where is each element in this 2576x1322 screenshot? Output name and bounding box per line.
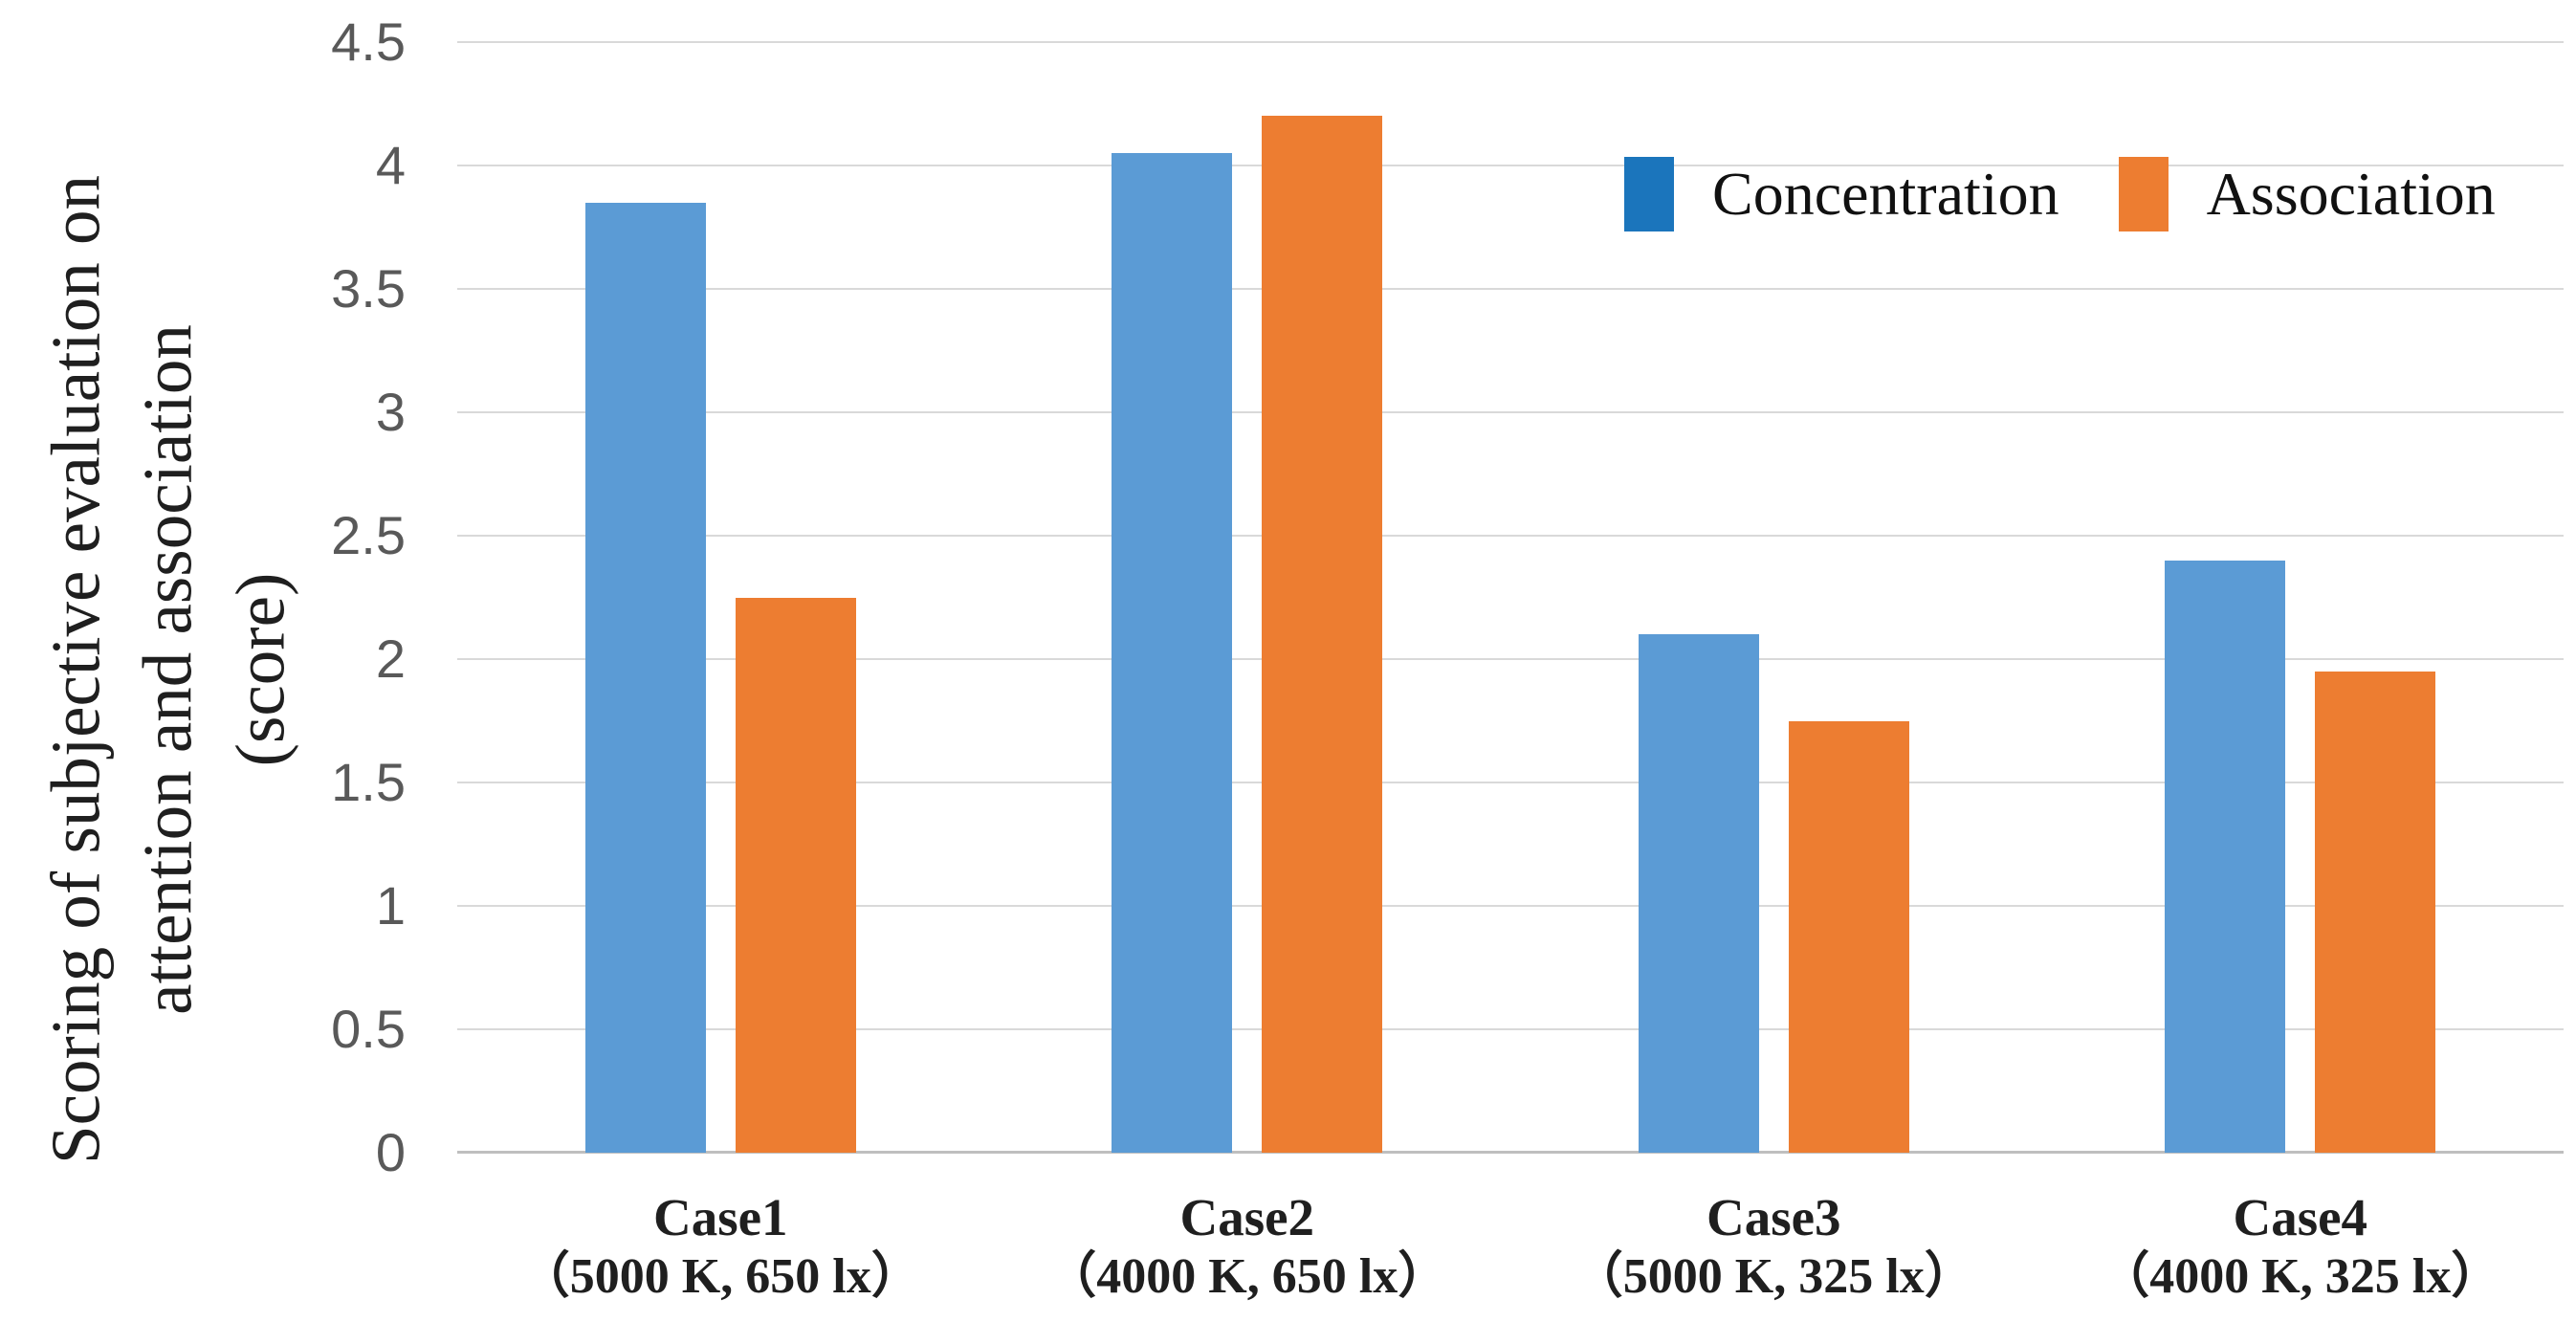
x-category-name: Case2 bbox=[1179, 1188, 1315, 1246]
y-tick-label: 2 bbox=[375, 628, 406, 689]
gridline bbox=[457, 905, 2564, 907]
y-tick-label: 1 bbox=[375, 875, 406, 936]
x-category-label: Case3 （5000 K, 325 lx） bbox=[1510, 1188, 2037, 1306]
bar-concentration-case2 bbox=[1112, 153, 1233, 1153]
x-category-label: Case4 （4000 K, 325 lx） bbox=[2037, 1188, 2565, 1306]
legend: Concentration Association bbox=[1624, 157, 2496, 231]
bar-concentration-case3 bbox=[1638, 634, 1759, 1153]
x-axis-labels: Case1 （5000 K, 650 lx） Case2 （4000 K, 650 l… bbox=[457, 1188, 2564, 1306]
y-tick-label: 0 bbox=[375, 1122, 406, 1182]
x-axis-line bbox=[457, 1151, 2564, 1154]
y-tick-label: 2.5 bbox=[331, 505, 406, 565]
x-category-condition: （4000 K, 325 lx） bbox=[2100, 1248, 2501, 1304]
y-tick-label: 3 bbox=[375, 382, 406, 442]
legend-label-association: Association bbox=[2206, 160, 2496, 228]
gridline bbox=[457, 288, 2564, 290]
y-tick-label: 4.5 bbox=[331, 11, 406, 72]
gridline bbox=[457, 782, 2564, 783]
gridline bbox=[457, 658, 2564, 660]
gridline bbox=[457, 411, 2564, 413]
bar-association-case4 bbox=[2315, 671, 2436, 1153]
x-category-name: Case3 bbox=[1706, 1188, 1841, 1246]
y-tick-label: 3.5 bbox=[331, 258, 406, 319]
y-tick-label: 4 bbox=[375, 135, 406, 195]
y-axis-tick-labels: 0 0.5 1 1.5 2 2.5 3 3.5 4 4.5 bbox=[0, 15, 406, 1179]
x-category-label: Case1 （5000 K, 650 lx） bbox=[457, 1188, 984, 1306]
legend-swatch-concentration bbox=[1624, 157, 1674, 231]
x-category-condition: （5000 K, 325 lx） bbox=[1573, 1248, 1974, 1304]
x-category-condition: （5000 K, 650 lx） bbox=[519, 1248, 921, 1304]
bar-concentration-case1 bbox=[584, 202, 706, 1153]
plot-area bbox=[457, 41, 2564, 1154]
y-tick-label: 0.5 bbox=[331, 999, 406, 1059]
x-category-condition: （4000 K, 650 lx） bbox=[1046, 1248, 1448, 1304]
gridline bbox=[457, 535, 2564, 537]
x-category-name: Case4 bbox=[2233, 1188, 2368, 1246]
gridline bbox=[457, 41, 2564, 43]
x-category-label: Case2 （4000 K, 650 lx） bbox=[984, 1188, 1511, 1306]
legend-swatch-association bbox=[2118, 157, 2169, 231]
bar-concentration-case4 bbox=[2165, 560, 2286, 1153]
y-tick-label: 1.5 bbox=[331, 752, 406, 812]
x-category-name: Case1 bbox=[652, 1188, 788, 1246]
legend-label-concentration: Concentration bbox=[1712, 160, 2059, 228]
gridline bbox=[457, 1028, 2564, 1030]
bar-association-case3 bbox=[1788, 720, 1909, 1153]
bar-association-case1 bbox=[735, 597, 856, 1153]
bar-association-case2 bbox=[1262, 116, 1383, 1153]
gridline bbox=[457, 165, 2564, 166]
